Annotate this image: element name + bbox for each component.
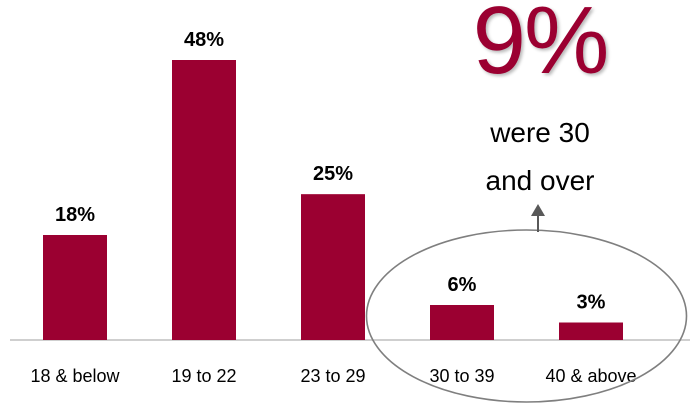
bar-2	[172, 60, 236, 340]
category-label-2: 19 to 22	[171, 366, 236, 386]
category-label-1: 18 & below	[30, 366, 120, 386]
callout-text-line-1: were 30	[490, 117, 590, 148]
category-label-3: 23 to 29	[300, 366, 365, 386]
callout-percentage: 9%	[472, 0, 610, 94]
bar-4	[430, 305, 494, 340]
bar-1	[43, 235, 107, 340]
bar-value-label-4: 6%	[448, 274, 477, 296]
bar-value-label-1: 18%	[55, 204, 95, 226]
bar-5	[559, 322, 623, 340]
callout-layer	[365, 204, 688, 403]
bar-value-label-3: 25%	[313, 163, 353, 185]
category-label-4: 30 to 39	[429, 366, 494, 386]
bar-value-label-2: 48%	[184, 29, 224, 51]
bars-layer	[43, 60, 623, 340]
labels-layer: 18% 18 & below 48% 19 to 22 25% 23 to 29 6% 30 …	[30, 29, 636, 386]
callout-arrow-head	[531, 204, 545, 216]
bar-3	[301, 194, 365, 340]
bar-value-label-5: 3%	[577, 292, 606, 314]
category-label-5: 40 & above	[545, 366, 636, 386]
callout-text-line-2: and over	[485, 165, 595, 196]
highlight-ellipse	[365, 229, 688, 403]
